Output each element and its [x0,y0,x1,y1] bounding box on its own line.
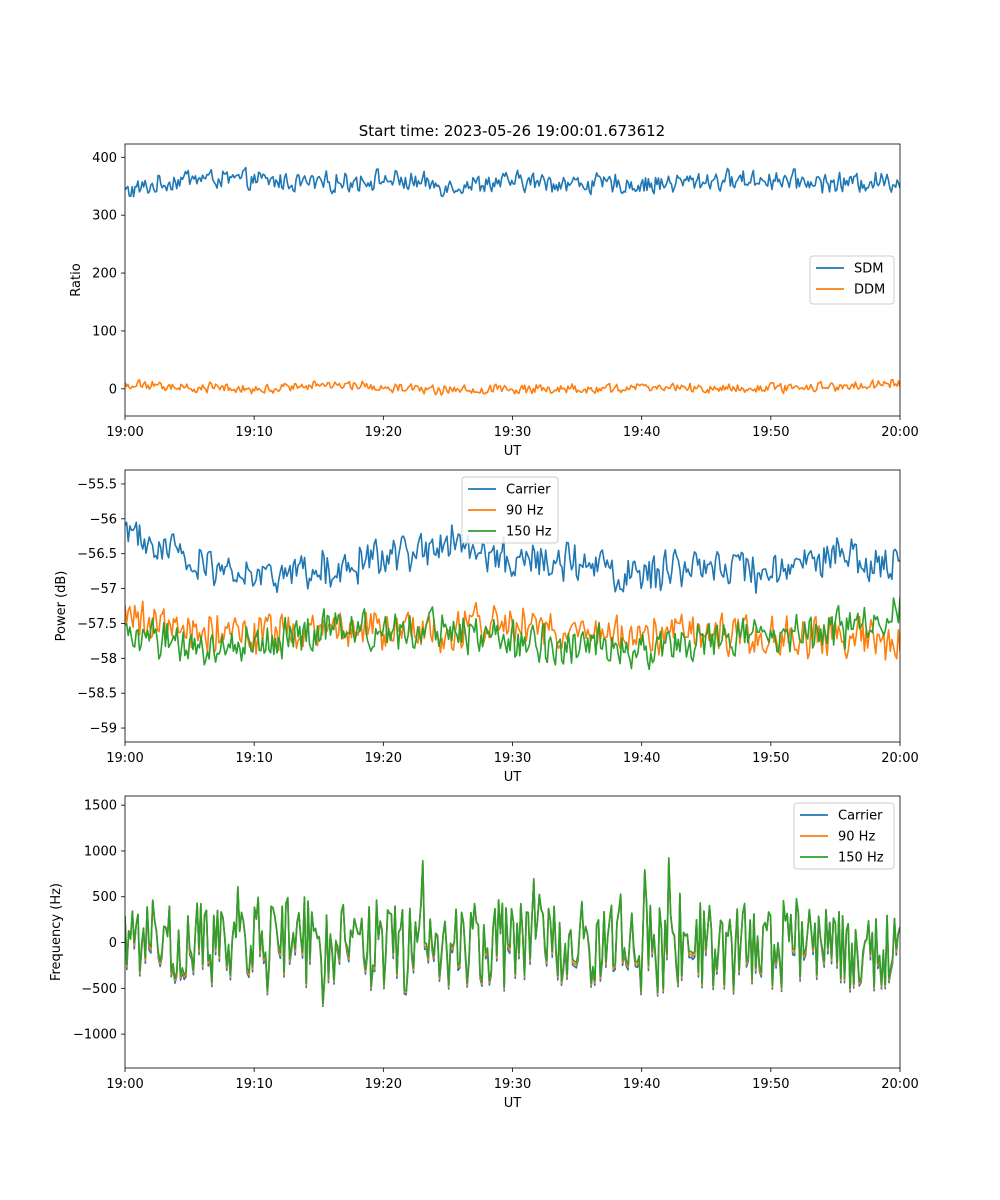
legend-label: DDM [854,283,885,298]
y-tick-label: −57 [90,582,117,597]
x-tick-label: 19:50 [752,751,789,766]
y-tick-label: −1000 [73,1028,117,1043]
x-tick-label: 19:00 [106,751,143,766]
legend: SDM DDM [809,255,895,305]
legend-label: 90 Hz [838,830,875,845]
y-tick-label: −55.5 [77,477,117,492]
x-tick-label: 19:40 [623,751,660,766]
series-group [125,521,900,671]
y-tick-label: 0 [109,936,117,951]
chart-panel-1: 19:00 19:10 19:20 19:30 19:40 19:50 20:00 0 100 2… [69,143,919,459]
legend-label: SDM [854,262,883,277]
y-tick-label: 1000 [84,844,117,859]
x-axis-label: UT [504,770,522,785]
series-line-150-hz [125,597,900,671]
y-tick-label: 400 [92,151,117,166]
series-line-sdm [125,166,900,198]
x-tick-label: 19:20 [365,425,402,440]
legend-label: 150 Hz [838,851,884,866]
x-tick-label: 19:30 [494,425,531,440]
y-axis-label: Frequency (Hz) [49,883,64,981]
x-tick-label: 19:00 [106,425,143,440]
x-tick-label: 19:10 [235,425,272,440]
figure-title: Start time: 2023-05-26 19:00:01.673612 [359,122,665,140]
x-tick-label: 20:00 [881,751,918,766]
x-tick-label: 19:20 [365,1077,402,1092]
series-line-90-hz [125,858,900,1006]
legend-label: 150 Hz [506,525,552,540]
x-tick-label: 20:00 [881,1077,918,1092]
x-tick-label: 19:40 [623,1077,660,1092]
y-tick-label: 100 [92,324,117,339]
legend-label: 90 Hz [506,504,543,519]
x-tick-label: 19:40 [623,425,660,440]
x-tick-label: 19:20 [365,751,402,766]
series-line-carrier [125,860,900,1008]
y-axis-label: Ratio [69,263,84,296]
x-tick-label: 19:10 [235,1077,272,1092]
y-tick-label: −58 [90,652,117,667]
series-line-ddm [125,378,900,396]
legend: Carrier 90 Hz 150 Hz [461,476,559,544]
chart-panel-3: 19:00 19:10 19:20 19:30 19:40 19:50 20:00 −1000… [49,795,919,1111]
y-tick-label: 1500 [84,799,117,814]
x-tick-label: 19:30 [494,1077,531,1092]
plot-frame [124,795,901,1069]
series-line-150-hz [125,857,900,1005]
legend-box [793,802,895,870]
x-tick-label: 19:10 [235,751,272,766]
series-group [125,857,900,1008]
x-axis-label: UT [504,1096,522,1111]
legend-box [461,476,559,544]
legend: Carrier 90 Hz 150 Hz [793,802,895,870]
y-tick-label: −59 [90,722,117,737]
x-tick-label: 19:30 [494,751,531,766]
x-tick-label: 19:00 [106,1077,143,1092]
y-axis-label: Power (dB) [54,571,69,642]
series-group [125,166,900,396]
x-tick-label: 20:00 [881,425,918,440]
x-tick-label: 19:50 [752,1077,789,1092]
y-tick-label: 0 [109,382,117,397]
legend-label: Carrier [506,483,551,498]
x-tick-label: 19:50 [752,425,789,440]
y-tick-label: −56 [90,512,117,527]
x-axis-label: UT [504,444,522,459]
y-tick-label: −57.5 [77,617,117,632]
y-tick-label: 200 [92,267,117,282]
chart-panel-2: 19:00 19:10 19:20 19:30 19:40 19:50 20:00 −59 −5… [54,469,919,785]
series-line-carrier [125,521,900,594]
y-tick-label: −500 [81,982,117,997]
y-tick-label: −58.5 [77,687,117,702]
legend-label: Carrier [838,809,883,824]
plot-frame [124,143,901,417]
y-tick-label: −56.5 [77,547,117,562]
y-tick-label: 500 [92,890,117,905]
y-tick-label: 300 [92,209,117,224]
